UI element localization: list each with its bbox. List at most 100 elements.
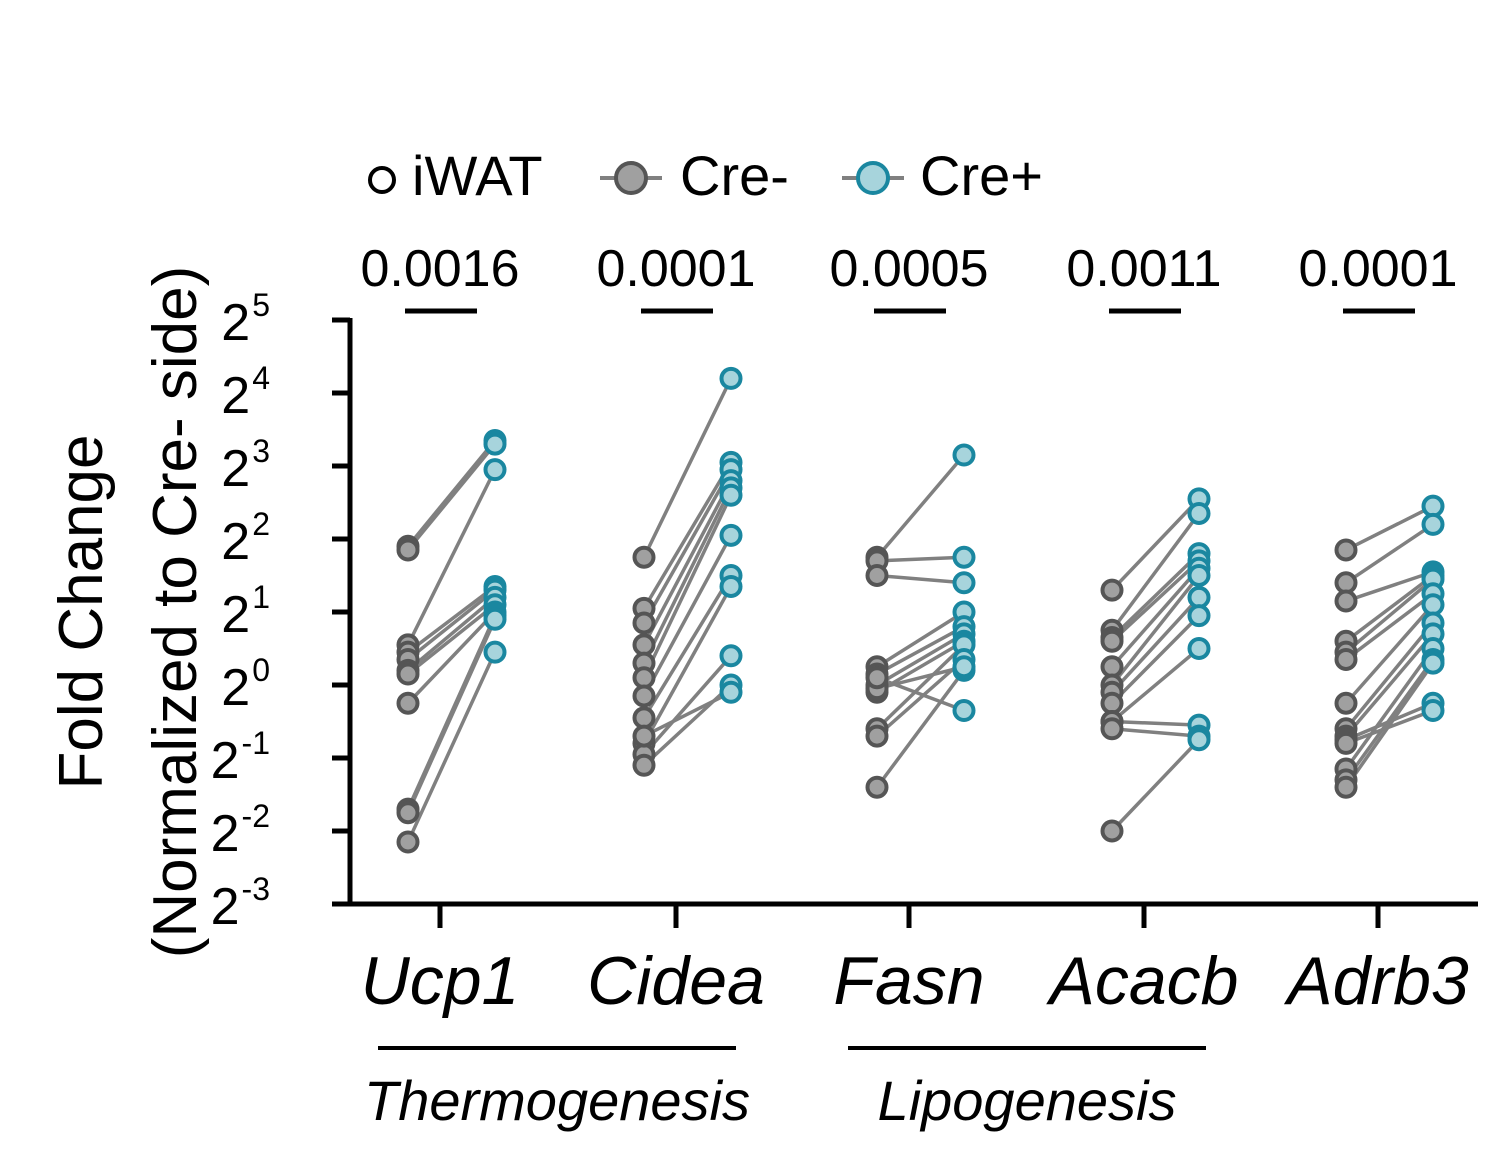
data-pairs	[396, 366, 1445, 854]
pair-line	[642, 461, 733, 610]
point-cre-minus	[632, 753, 656, 777]
y-tick-label: 20	[221, 652, 270, 717]
point-cre-plus	[719, 644, 743, 668]
y-tick-label: 2-2	[211, 798, 270, 863]
legend-cre-minus-marker	[614, 161, 648, 195]
point-cre-minus	[865, 666, 889, 690]
pair-line	[406, 468, 497, 646]
point-cre-minus	[1100, 717, 1124, 741]
pair-line	[876, 573, 965, 585]
pair-line	[1345, 504, 1434, 552]
gene-label-ucp1: Ucp1	[361, 943, 520, 1019]
legend-iwat-marker	[368, 166, 396, 194]
point-cre-plus	[1421, 593, 1445, 617]
point-cre-plus	[1187, 604, 1211, 628]
point-cre-plus	[1421, 512, 1445, 536]
pair-line	[642, 585, 733, 745]
point-cre-plus	[1187, 564, 1211, 587]
point-cre-plus	[483, 640, 507, 664]
pair-line	[876, 676, 965, 713]
group-label-lipogenesis: Lipogenesis	[878, 1069, 1177, 1132]
group-label-thermogenesis: Thermogenesis	[364, 1069, 750, 1132]
pair-line	[642, 468, 733, 624]
pair-line	[642, 487, 733, 664]
pair-line	[406, 618, 497, 814]
gene-label-cidea: Cidea	[587, 943, 765, 1019]
pair-line	[642, 534, 733, 697]
pair-line	[876, 555, 965, 563]
p-value-cidea: 0.0001	[596, 240, 755, 298]
pair-line	[406, 610, 497, 705]
pair-line	[876, 632, 965, 687]
point-cre-plus	[483, 607, 507, 631]
point-cre-plus	[952, 655, 976, 679]
gene-group-ucp1	[396, 428, 507, 854]
pair-line	[1344, 577, 1435, 654]
pair-line	[1110, 647, 1201, 723]
y-axis-label-line2: (Normalized to Cre- side)	[141, 266, 210, 959]
pair-line	[406, 588, 497, 661]
point-cre-minus	[1334, 647, 1358, 671]
pair-line	[406, 439, 497, 548]
x-ticks: Ucp1 Cidea Fasn Acacb Adrb3	[361, 904, 1469, 1019]
pair-line	[406, 585, 497, 654]
gene-group-fasn	[865, 443, 976, 799]
point-cre-plus	[952, 443, 976, 467]
pair-line	[875, 643, 966, 731]
pair-line	[1344, 647, 1435, 770]
pair-line	[1110, 574, 1201, 687]
legend-title: iWAT	[412, 144, 543, 207]
pair-line	[406, 442, 497, 552]
point-cre-plus	[719, 680, 743, 704]
pair-line	[643, 690, 732, 738]
pair-line	[1344, 574, 1435, 643]
y-tick-label: 23	[221, 433, 270, 498]
point-cre-minus	[1334, 538, 1358, 562]
pair-line	[642, 574, 733, 719]
point-cre-minus	[396, 830, 420, 854]
point-cre-minus	[632, 545, 656, 569]
point-cre-minus	[632, 633, 656, 657]
legend-cre-plus-label: Cre+	[920, 144, 1043, 207]
legend: iWAT Cre- Cre+	[368, 144, 1043, 207]
point-cre-minus	[1100, 691, 1124, 715]
pair-line	[406, 603, 497, 676]
point-cre-plus	[719, 523, 743, 547]
gene-group-acacb	[1100, 487, 1211, 843]
point-cre-plus	[952, 545, 976, 569]
pair-line	[875, 669, 966, 789]
point-cre-minus	[396, 691, 420, 715]
y-tick-label: 22	[221, 506, 270, 571]
pair-line	[875, 453, 966, 559]
y-tick-label: 2-1	[211, 725, 270, 790]
point-cre-plus	[1187, 501, 1211, 525]
pair-line	[1111, 719, 1200, 727]
point-cre-plus	[1187, 585, 1211, 609]
point-cre-plus	[483, 432, 507, 456]
gene-label-fasn: Fasn	[833, 943, 984, 1019]
point-cre-minus	[1100, 655, 1124, 679]
pair-line	[406, 596, 497, 672]
pair-line	[1345, 570, 1434, 603]
pair-line	[642, 479, 733, 646]
p-values: 0.0016 0.0001 0.0005 0.0011 0.0001	[360, 240, 1458, 314]
y-tick-label: 21	[221, 579, 270, 644]
point-cre-plus	[719, 366, 743, 390]
y-tick-label: 2-3	[211, 871, 270, 936]
y-tick-label: 25	[221, 287, 270, 352]
point-cre-minus	[632, 611, 656, 635]
legend-cre-minus-label: Cre-	[680, 144, 789, 207]
point-cre-plus	[1421, 494, 1445, 518]
point-cre-minus	[632, 684, 656, 708]
point-cre-minus	[1100, 629, 1124, 653]
point-cre-minus	[632, 724, 656, 748]
pair-line	[1111, 727, 1200, 738]
pair-line	[1110, 596, 1201, 694]
point-cre-minus	[1100, 819, 1124, 843]
y-axis-label-line1: Fold Change	[47, 434, 116, 789]
y-ticks: 25 24 23 22 21 20 2-1 2-2 2-3	[211, 287, 350, 936]
point-cre-plus	[719, 574, 743, 598]
pair-line	[1345, 522, 1434, 585]
p-value-adrb3: 0.0001	[1298, 240, 1457, 298]
